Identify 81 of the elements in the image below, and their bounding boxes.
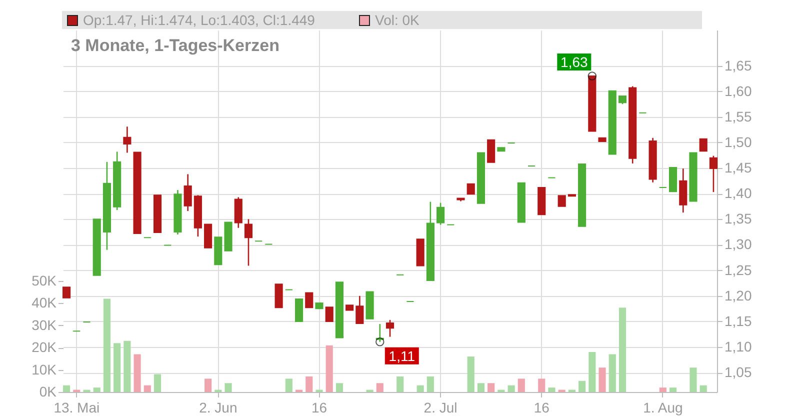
bar — [578, 380, 586, 392]
bar — [224, 383, 232, 392]
candlestick — [699, 138, 708, 152]
candlestick — [356, 295, 364, 324]
y-tick-label: 1,40 — [724, 185, 752, 202]
bar — [690, 368, 697, 392]
bar — [204, 378, 212, 392]
bar — [659, 388, 666, 392]
bar — [336, 383, 343, 392]
bar — [306, 376, 313, 392]
text: Vol: 0K — [375, 11, 420, 29]
y2-tick-label: 30K — [32, 316, 58, 333]
candlestick — [234, 196, 242, 229]
bar — [669, 388, 677, 392]
y-tick-label: 1,15 — [724, 312, 752, 329]
y2-tick-label: 40K — [32, 294, 58, 311]
bar — [608, 354, 616, 392]
bar — [588, 352, 596, 392]
text: Op:1.47, Hi:1.474, Lo:1.403, Cl:1.449 — [83, 11, 315, 29]
x-tick-label: 16 — [311, 400, 328, 416]
y-tick-label: 1,65 — [724, 57, 752, 74]
y-tick-label: 1,60 — [724, 82, 752, 99]
x-tick-label: 13. Mai — [54, 400, 100, 416]
candlestick — [294, 298, 304, 322]
y2-tick-label: 0K — [39, 384, 58, 400]
bar — [538, 378, 546, 392]
bar — [508, 385, 515, 392]
bar — [548, 388, 556, 392]
bar — [124, 340, 131, 392]
bar — [396, 376, 404, 392]
y-tick-label: 1,10 — [724, 338, 752, 355]
bar — [488, 383, 495, 392]
chart-title: 3 Monate, 1-Tages-Kerzen — [71, 36, 280, 56]
bar — [477, 383, 485, 392]
x-tick-label: 2. Jun — [199, 400, 238, 416]
y2-tick-label: 10K — [32, 361, 58, 378]
y2-tick-label: 50K — [32, 272, 58, 288]
x-tick-label: 1. Aug — [643, 400, 683, 416]
x-tick-label: 2. Jul — [424, 400, 458, 416]
bar — [63, 385, 70, 392]
y-tick-label: 1,55 — [724, 108, 752, 124]
bar — [376, 383, 384, 392]
annotation: 1,11 — [388, 348, 416, 364]
candlestick — [62, 286, 71, 298]
y-tick-label: 1,50 — [724, 134, 752, 150]
candlestick — [204, 224, 212, 248]
candlestick — [305, 292, 314, 308]
y-tick-label: 1,30 — [724, 236, 752, 252]
candlestick — [274, 284, 283, 308]
bar — [103, 298, 111, 392]
candlestick — [558, 195, 566, 207]
candlestick — [325, 306, 334, 322]
bar — [285, 378, 292, 392]
bar — [144, 385, 151, 392]
y-tick-label: 1,25 — [724, 262, 752, 278]
bar — [93, 388, 100, 392]
candlestick — [184, 174, 192, 212]
bar — [154, 374, 162, 392]
y2-tick-label: 20K — [32, 339, 58, 356]
candlestick — [386, 319, 394, 338]
y-tick-label: 1,35 — [724, 210, 752, 227]
bar — [326, 345, 333, 392]
bar — [426, 376, 434, 392]
candlestick — [466, 183, 475, 195]
bar — [467, 356, 474, 392]
bar — [700, 385, 707, 392]
bar — [134, 354, 141, 392]
bar — [114, 343, 121, 392]
candlestick — [244, 218, 253, 266]
y-tick-label: 1,20 — [724, 287, 752, 304]
y-tick-label: 1,05 — [724, 364, 752, 380]
candlestick — [487, 139, 496, 163]
y-tick-label: 1,45 — [724, 160, 752, 176]
bar — [416, 385, 424, 392]
candlestick — [436, 202, 445, 226]
bar — [598, 368, 606, 392]
bar — [518, 378, 525, 392]
candlestick — [123, 126, 132, 154]
x-tick-label: 16 — [534, 400, 550, 416]
annotation: 1,63 — [560, 54, 588, 70]
bar — [618, 308, 626, 392]
